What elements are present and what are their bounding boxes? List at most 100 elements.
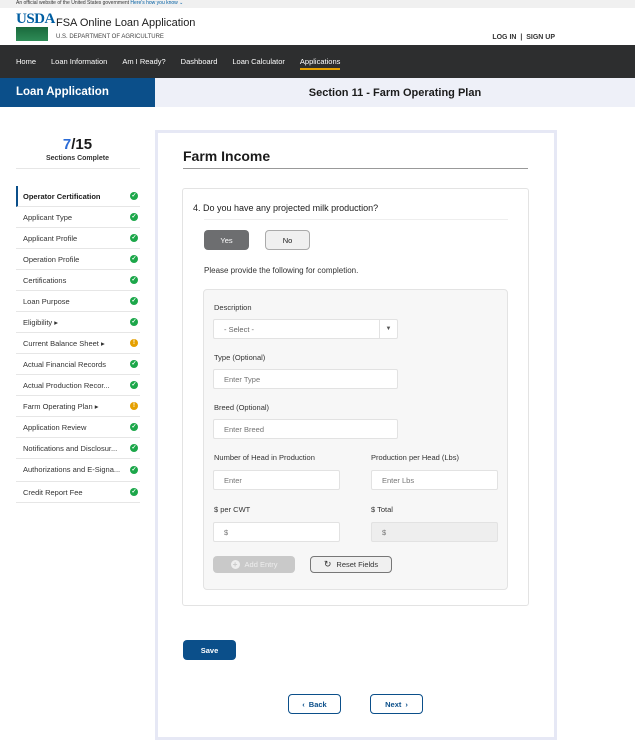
add-entry-button[interactable]: + Add Entry <box>213 556 295 573</box>
nav-dashboard[interactable]: Dashboard <box>180 57 218 66</box>
refresh-icon: ↻ <box>323 559 332 569</box>
question-box <box>182 188 529 606</box>
sidebar-item[interactable]: Operator Certification ✓ <box>16 186 140 207</box>
lbs-input[interactable] <box>371 470 498 490</box>
type-input[interactable] <box>213 369 398 389</box>
check-circle-icon: ✓ <box>130 423 138 431</box>
type-label: Type (Optional) <box>214 353 266 362</box>
sidebar-item-label: Application Review <box>23 422 87 432</box>
check-circle-icon: ✓ <box>130 381 138 389</box>
sidebar-item-label: Operator Certification <box>23 191 101 201</box>
chevron-down-icon: ▼ <box>379 320 397 338</box>
description-label: Description <box>214 303 252 312</box>
lbs-label: Production per Head (Lbs) <box>371 453 459 462</box>
breed-input[interactable] <box>213 419 398 439</box>
check-circle-icon: ✓ <box>130 192 138 200</box>
divider <box>204 219 508 220</box>
check-circle-icon: ✓ <box>130 276 138 284</box>
sidebar-item[interactable]: Notifications and Disclosur... ✓ <box>16 438 140 459</box>
sidebar-item-label: Current Balance Sheet ▸ <box>23 338 105 348</box>
sidebar-item-label: Operation Profile <box>23 254 80 264</box>
usda-logo-icon <box>16 27 48 41</box>
total-input <box>371 522 498 542</box>
sidebar-item-label: Eligibility ▸ <box>23 317 59 327</box>
nav-am-i-ready[interactable]: Am I Ready? <box>122 57 166 66</box>
reset-fields-button[interactable]: ↻ Reset Fields <box>310 556 392 573</box>
check-circle-icon: ✓ <box>130 318 138 326</box>
next-button[interactable]: Next › <box>370 694 423 714</box>
nav-applications[interactable]: Applications <box>299 57 341 70</box>
loan-application-heading: Loan Application <box>0 78 155 107</box>
warning-circle-icon: ! <box>130 339 138 347</box>
total-label: $ Total <box>371 505 393 514</box>
no-button[interactable]: No <box>265 230 310 250</box>
plus-circle-icon: + <box>230 560 240 569</box>
header <box>0 8 635 45</box>
sidebar-item-label: Authorizations and E-Signa... <box>23 465 121 474</box>
divider <box>16 168 140 169</box>
save-button[interactable]: Save <box>183 640 236 660</box>
sidebar-item-label: Actual Production Recor... <box>23 380 110 390</box>
dept-name: U.S. DEPARTMENT OF AGRICULTURE <box>56 34 164 40</box>
sidebar-item[interactable]: Applicant Profile ✓ <box>16 228 140 249</box>
sidebar-item[interactable]: Certifications ✓ <box>16 270 140 291</box>
description-select[interactable]: - Select - ▼ <box>213 319 398 339</box>
sidebar-item-label: Actual Financial Records <box>23 359 106 369</box>
progress-label: Sections Complete <box>45 155 109 162</box>
prompt-text: Please provide the following for complet… <box>204 266 359 275</box>
main-nav: Home Loan Information Am I Ready? Dashbo… <box>0 45 635 78</box>
sidebar-item[interactable]: Farm Operating Plan ▸! <box>16 396 140 417</box>
breed-label: Breed (Optional) <box>214 403 270 412</box>
chevron-right-icon: › <box>405 699 408 709</box>
check-circle-icon: ✓ <box>130 360 138 368</box>
sidebar-item-label: Credit Report Fee <box>23 487 83 497</box>
sidebar-item-label: Applicant Type <box>23 212 73 222</box>
check-circle-icon: ✓ <box>130 488 138 496</box>
sidebar-item[interactable]: Eligibility ▸ ✓ <box>16 312 140 333</box>
check-circle-icon: ✓ <box>130 213 138 221</box>
sidebar-item[interactable]: Operation Profile ✓ <box>16 249 140 270</box>
signup-link[interactable]: SIGN UP <box>526 34 555 41</box>
check-circle-icon: ✓ <box>130 444 138 452</box>
section-nav: Operator Certification ✓ Applicant Type ✓ Ap… <box>16 186 140 503</box>
cwt-input[interactable] <box>213 522 340 542</box>
divider <box>183 168 528 169</box>
sidebar-item[interactable]: Current Balance Sheet ▸! <box>16 333 140 354</box>
sidebar-item[interactable]: Actual Financial Records ✓ <box>16 354 140 375</box>
how-you-know-link[interactable]: Here's how you know ⌄ <box>130 0 184 6</box>
sidebar-item[interactable]: Application Review ✓ <box>16 417 140 438</box>
nav-home[interactable]: Home <box>16 57 37 66</box>
head-label: Number of Head in Production <box>214 453 315 462</box>
sidebar-item[interactable]: Actual Production Recor... ✓ <box>16 375 140 396</box>
select-value: - Select - <box>224 324 255 334</box>
sidebar-item-label: Farm Operating Plan ▸ <box>23 401 99 411</box>
chevron-left-icon: ‹ <box>302 699 305 709</box>
check-circle-icon: ✓ <box>130 234 138 242</box>
form-title: Farm Income <box>183 148 271 164</box>
section-title: Section 11 - Farm Operating Plan <box>155 78 635 107</box>
yes-button[interactable]: Yes <box>204 230 249 250</box>
sidebar-item-label: Certifications <box>23 275 67 285</box>
usda-logo[interactable]: USDA <box>16 11 55 27</box>
check-circle-icon: ✓ <box>130 297 138 305</box>
sidebar-item[interactable]: Credit Report Fee ✓ <box>16 482 140 503</box>
nav-loan-information[interactable]: Loan Information <box>51 57 108 66</box>
sidebar-item[interactable]: Authorizations and E-Signa... ✓ <box>16 459 140 482</box>
warning-circle-icon: ! <box>130 402 138 410</box>
back-button[interactable]: ‹ Back <box>288 694 341 714</box>
progress-count: 7/15 <box>62 136 93 153</box>
nav-loan-calculator[interactable]: Loan Calculator <box>232 57 285 66</box>
sidebar-item[interactable]: Loan Purpose ✓ <box>16 291 140 312</box>
sidebar-item-label: Applicant Profile <box>23 233 78 243</box>
auth-links: LOG IN | SIGN UP <box>492 34 555 41</box>
check-circle-icon: ✓ <box>130 466 138 474</box>
login-link[interactable]: LOG IN <box>492 34 517 41</box>
question-text: 4. Do you have any projected milk produc… <box>193 203 379 213</box>
sidebar-item[interactable]: Applicant Type ✓ <box>16 207 140 228</box>
app-title: FSA Online Loan Application <box>56 17 196 29</box>
head-input[interactable] <box>213 470 340 490</box>
separator: | <box>520 34 523 41</box>
check-circle-icon: ✓ <box>130 255 138 263</box>
sidebar-item-label: Loan Purpose <box>23 296 70 306</box>
gov-banner: An official website of the United States… <box>0 0 635 8</box>
